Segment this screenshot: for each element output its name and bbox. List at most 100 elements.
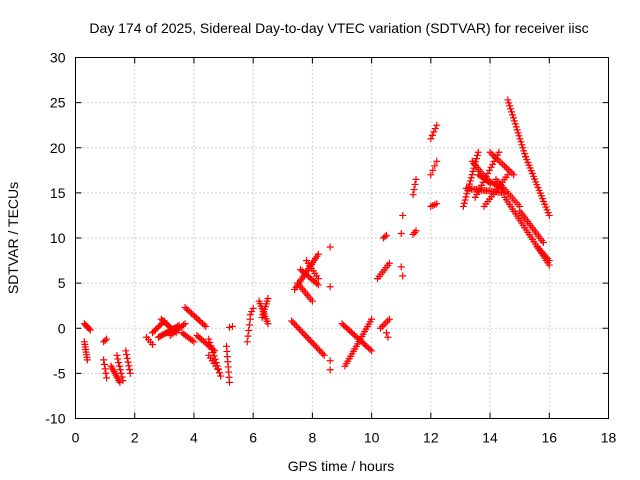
data-point xyxy=(245,327,253,335)
data-point xyxy=(505,99,513,107)
data-point xyxy=(410,186,418,194)
data-point xyxy=(179,321,187,329)
data-point xyxy=(314,345,322,353)
x-axis-label: GPS time / hours xyxy=(288,458,395,474)
data-point xyxy=(512,123,520,131)
x-tick-label: 0 xyxy=(72,430,80,446)
data-point xyxy=(476,184,484,192)
data-point xyxy=(518,141,526,149)
x-tick-label: 14 xyxy=(482,430,498,446)
data-point xyxy=(102,369,110,377)
data-point xyxy=(427,135,435,143)
x-tick-label: 8 xyxy=(308,430,316,446)
data-point xyxy=(474,148,482,156)
data-point xyxy=(460,199,468,207)
data-point xyxy=(368,347,376,355)
data-point xyxy=(399,211,407,219)
data-point xyxy=(511,120,519,128)
data-point xyxy=(126,369,134,377)
data-point xyxy=(117,369,125,377)
data-point xyxy=(469,167,477,175)
data-point xyxy=(311,342,319,350)
data-point xyxy=(291,320,299,328)
data-point xyxy=(123,354,131,362)
data-point xyxy=(148,340,156,348)
data-point xyxy=(264,294,272,302)
data-point xyxy=(156,321,164,329)
data-point xyxy=(314,250,322,258)
data-point xyxy=(103,374,111,382)
data-point xyxy=(466,177,474,185)
data-point xyxy=(207,342,215,350)
data-point xyxy=(206,338,214,346)
data-point xyxy=(508,111,516,119)
data-point xyxy=(308,297,316,305)
data-point xyxy=(478,181,486,189)
data-point xyxy=(516,135,524,143)
data-point xyxy=(471,193,479,201)
data-point xyxy=(122,347,130,355)
data-point xyxy=(509,114,517,122)
data-point xyxy=(217,372,225,380)
data-point xyxy=(118,373,126,381)
data-point xyxy=(297,327,305,335)
data-point xyxy=(517,138,525,146)
data-point xyxy=(264,320,272,328)
y-tick-label: 0 xyxy=(58,320,66,336)
data-point xyxy=(485,166,493,174)
data-point xyxy=(412,175,420,183)
data-point xyxy=(382,231,390,239)
data-point xyxy=(366,345,374,353)
data-point xyxy=(202,322,210,330)
data-point xyxy=(430,128,438,136)
data-point xyxy=(225,323,233,331)
data-point xyxy=(101,365,109,373)
data-point xyxy=(309,340,317,348)
x-tick-label: 2 xyxy=(131,430,139,446)
data-point xyxy=(487,163,495,171)
data-point xyxy=(299,328,307,336)
data-point xyxy=(521,150,529,158)
data-point xyxy=(124,358,132,366)
data-point xyxy=(429,166,437,174)
data-point xyxy=(288,317,296,325)
data-point xyxy=(473,190,481,198)
data-point xyxy=(243,338,251,346)
y-tick-label: -5 xyxy=(53,365,66,381)
data-point xyxy=(431,162,439,170)
data-point xyxy=(467,174,475,182)
data-point xyxy=(326,243,334,251)
data-point xyxy=(294,324,302,332)
data-point xyxy=(397,229,405,237)
y-tick-label: 25 xyxy=(50,95,66,111)
data-point xyxy=(427,171,435,179)
data-point xyxy=(314,281,322,289)
data-point xyxy=(228,322,236,330)
data-point xyxy=(123,351,131,359)
data-point xyxy=(545,257,553,265)
data-point xyxy=(188,336,196,344)
grid-lines xyxy=(75,57,609,419)
data-point xyxy=(462,193,470,201)
data-point xyxy=(397,263,405,271)
data-point xyxy=(515,132,523,140)
data-point xyxy=(214,365,222,373)
data-point xyxy=(302,332,310,340)
data-point xyxy=(190,338,198,346)
data-point xyxy=(507,105,515,113)
data-point xyxy=(385,259,393,267)
data-point xyxy=(385,315,393,323)
data-point xyxy=(125,362,133,370)
y-tick-label: 10 xyxy=(50,230,66,246)
data-point xyxy=(495,148,503,156)
data-point xyxy=(114,355,122,363)
data-point xyxy=(113,351,121,359)
data-point xyxy=(513,126,521,134)
data-point xyxy=(461,196,469,204)
data-point xyxy=(319,350,327,358)
data-point xyxy=(459,202,467,210)
data-point xyxy=(316,346,324,354)
data-point xyxy=(86,326,94,334)
data-point xyxy=(115,362,123,370)
